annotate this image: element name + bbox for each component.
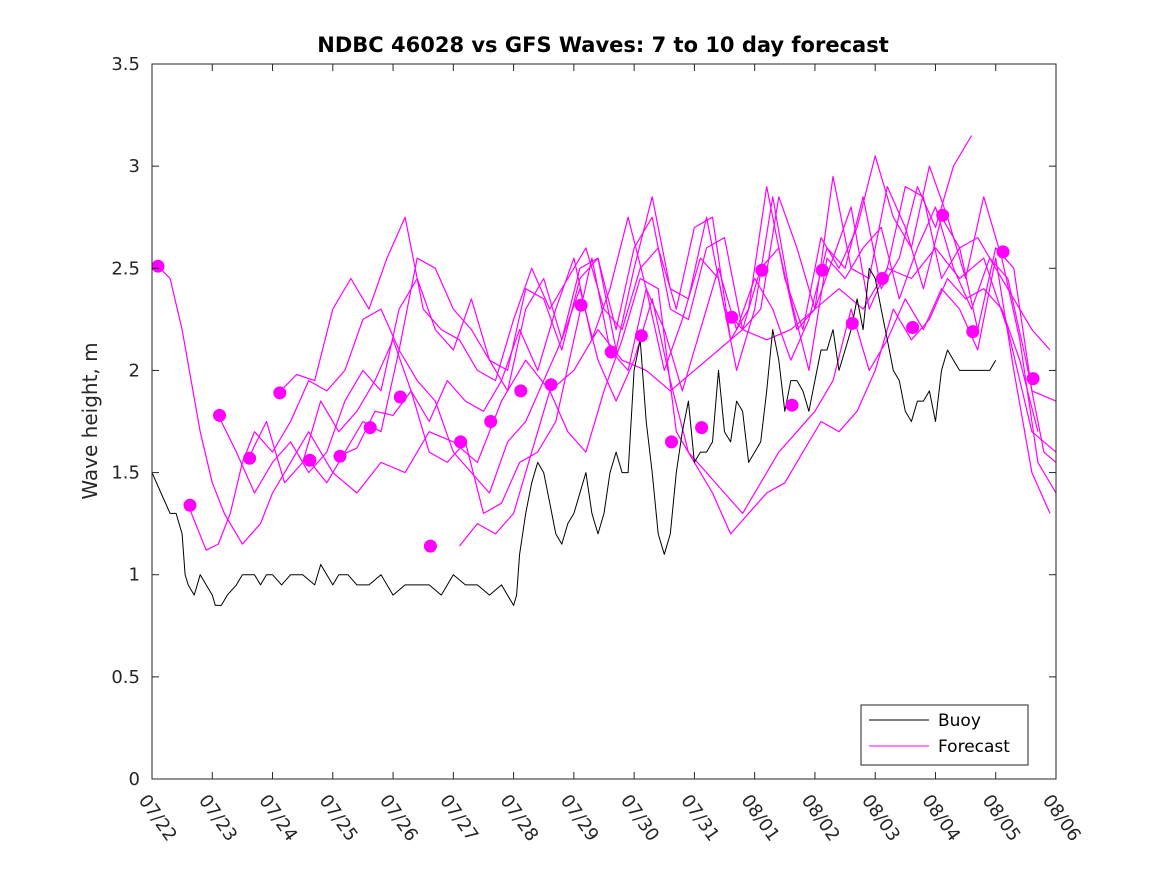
forecast-marker bbox=[665, 435, 678, 449]
y-tick-label: 3 bbox=[129, 156, 140, 177]
forecast-marker bbox=[151, 259, 165, 273]
forecast-marker bbox=[996, 245, 1010, 259]
forecast-marker bbox=[333, 449, 347, 463]
forecast-run-line-7 bbox=[338, 135, 973, 515]
y-tick-label: 0 bbox=[129, 769, 140, 790]
chart-title: NDBC 46028 vs GFS Waves: 7 to 10 day for… bbox=[317, 33, 888, 57]
forecast-marker bbox=[966, 325, 980, 339]
legend: Buoy Forecast bbox=[860, 704, 1029, 766]
forecast-marker bbox=[243, 451, 257, 465]
forecast-marker bbox=[454, 435, 468, 449]
forecast-marker bbox=[906, 321, 920, 334]
y-tick-label: 1 bbox=[129, 565, 140, 586]
forecast-run-line-5 bbox=[278, 155, 1057, 494]
forecast-marker bbox=[574, 298, 588, 312]
forecast-marker bbox=[936, 208, 950, 222]
y-tick-label: 0.5 bbox=[111, 667, 140, 688]
forecast-run-line-4 bbox=[247, 196, 1057, 484]
legend-forecast-label: Forecast bbox=[938, 737, 1010, 757]
forecast-marker bbox=[544, 378, 558, 392]
forecast-marker bbox=[785, 398, 799, 412]
forecast-marker bbox=[273, 386, 287, 400]
forecast-marker bbox=[213, 408, 226, 422]
forecast-marker bbox=[393, 390, 407, 404]
forecast-marker bbox=[755, 263, 769, 277]
forecast-marker bbox=[363, 421, 377, 435]
legend-box bbox=[860, 704, 1029, 766]
forecast-marker bbox=[725, 310, 739, 324]
y-tick-label: 1.5 bbox=[111, 463, 140, 484]
forecast-marker bbox=[514, 384, 528, 398]
forecast-marker bbox=[423, 539, 437, 553]
forecast-marker bbox=[634, 329, 648, 343]
forecast-marker bbox=[845, 316, 859, 330]
legend-buoy-label: Buoy bbox=[938, 711, 981, 731]
y-axis: 0 0.5 1 1.5 2 2.5 3 3.5 bbox=[111, 54, 1056, 790]
y-tick-label: 3.5 bbox=[111, 54, 140, 75]
buoy-line bbox=[151, 267, 997, 606]
plot-frame bbox=[151, 63, 1057, 780]
forecast-marker bbox=[303, 453, 317, 467]
forecast-run-line-2 bbox=[187, 186, 1051, 551]
y-tick-label: 2 bbox=[129, 360, 140, 381]
forecast-marker bbox=[484, 415, 498, 428]
forecast-marker bbox=[183, 498, 197, 512]
forecast-marker bbox=[815, 263, 829, 277]
forecast-run-line-1 bbox=[157, 247, 1057, 545]
y-tick-label: 2.5 bbox=[111, 258, 140, 279]
forecast-marker bbox=[695, 421, 709, 435]
y-axis-label: Wave height, m bbox=[78, 342, 102, 499]
forecast-marker bbox=[875, 272, 889, 285]
series-layer bbox=[151, 135, 1057, 606]
forecast-run-line-8 bbox=[458, 277, 1039, 547]
forecast-marker bbox=[1026, 372, 1040, 386]
forecast-marker bbox=[604, 345, 618, 359]
